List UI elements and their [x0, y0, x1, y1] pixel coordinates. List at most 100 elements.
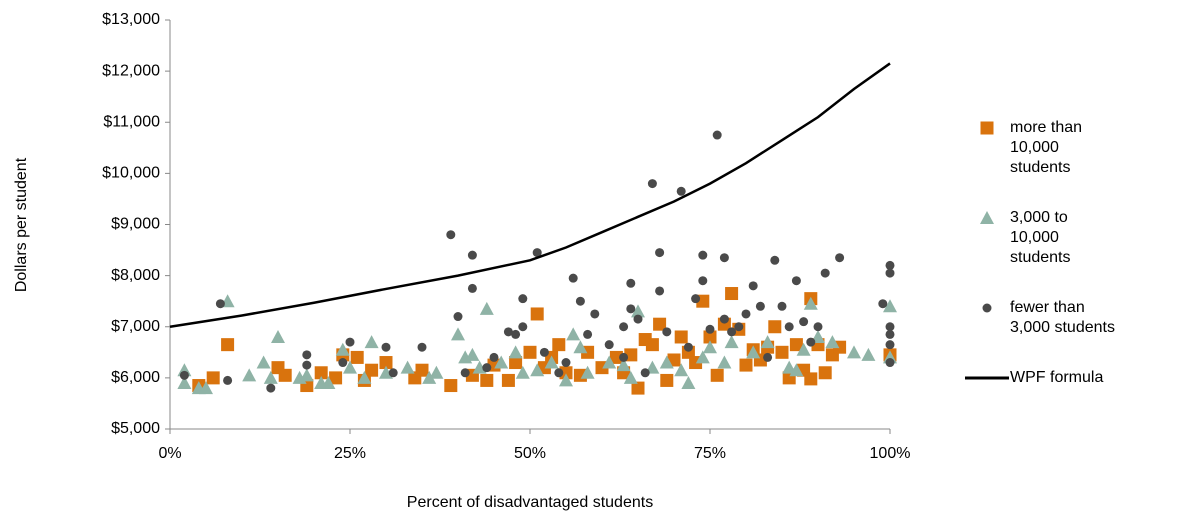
line	[169, 62, 891, 328]
point	[885, 340, 895, 350]
point	[539, 347, 549, 357]
point	[532, 248, 542, 258]
point	[381, 342, 391, 352]
point	[777, 301, 787, 311]
point	[530, 307, 544, 321]
point	[568, 273, 578, 283]
point	[847, 345, 861, 359]
point	[631, 304, 645, 318]
point	[878, 299, 888, 309]
point	[467, 250, 477, 260]
point	[554, 368, 564, 378]
point	[980, 211, 994, 224]
point	[861, 347, 876, 361]
legend-label: fewer than 3,000 students	[1010, 299, 1115, 336]
point	[724, 335, 739, 349]
point	[674, 363, 689, 377]
x-axis-label: Percent of disadvantaged students	[407, 494, 653, 511]
point	[982, 303, 992, 313]
point	[659, 355, 674, 369]
point	[364, 335, 379, 349]
point	[818, 366, 832, 380]
y-axis-label: Dollars per student	[13, 157, 30, 292]
point	[725, 287, 739, 301]
point	[710, 368, 724, 382]
point	[705, 324, 715, 334]
y-tick-label: $9,000	[111, 216, 160, 233]
point	[712, 130, 722, 140]
point	[580, 365, 595, 379]
point	[472, 360, 487, 374]
point	[223, 375, 233, 385]
point	[799, 317, 809, 327]
point	[329, 371, 343, 385]
point	[177, 375, 192, 389]
point	[698, 250, 708, 260]
point	[544, 355, 559, 369]
point	[727, 327, 737, 337]
point	[221, 338, 235, 352]
point	[647, 179, 657, 189]
legend-item: fewer than 3,000 students	[965, 298, 1165, 338]
legend-marker	[965, 376, 1009, 380]
point	[655, 248, 665, 258]
y-tick-label: $11,000	[103, 113, 160, 130]
point	[660, 373, 674, 387]
point	[242, 368, 257, 382]
point	[784, 322, 794, 332]
point	[719, 253, 729, 263]
point	[885, 329, 895, 339]
point	[683, 342, 693, 352]
legend-marker	[982, 303, 992, 313]
point	[681, 375, 696, 389]
point	[263, 370, 278, 384]
point	[465, 347, 480, 361]
x-tick-label: 50%	[514, 445, 546, 462]
point	[734, 322, 744, 332]
point	[703, 330, 717, 344]
point	[775, 345, 789, 359]
point	[379, 365, 393, 379]
point	[444, 379, 458, 393]
point	[179, 370, 189, 380]
point	[518, 294, 528, 304]
point	[206, 371, 220, 385]
point	[633, 314, 643, 324]
point	[619, 322, 629, 332]
point	[739, 358, 753, 372]
point	[885, 358, 895, 368]
point	[552, 338, 566, 352]
point	[278, 368, 292, 382]
point	[626, 278, 636, 288]
point	[791, 276, 801, 286]
point	[271, 329, 285, 343]
point	[479, 301, 494, 315]
point	[770, 255, 780, 265]
point	[804, 372, 818, 386]
point	[806, 337, 816, 347]
point	[494, 355, 509, 369]
point	[590, 309, 600, 319]
legend: more than 10,000 students 3,000 to 10,000…	[965, 118, 1165, 418]
point	[302, 350, 312, 360]
point	[523, 345, 537, 359]
point	[429, 365, 444, 379]
point	[885, 268, 895, 278]
point	[619, 352, 629, 362]
point	[511, 329, 521, 339]
point	[489, 352, 499, 362]
point	[755, 301, 765, 311]
point	[530, 363, 545, 377]
point	[719, 314, 729, 324]
legend-item: 3,000 to 10,000 students	[965, 208, 1165, 268]
point	[509, 356, 523, 370]
point	[768, 320, 782, 334]
y-tick-label: $10,000	[102, 165, 160, 182]
point	[379, 356, 393, 370]
point	[980, 121, 994, 135]
point	[573, 340, 588, 354]
y-tick-label: $13,000	[102, 11, 160, 28]
y-tick-label: $7,000	[111, 318, 160, 335]
point	[518, 322, 528, 332]
point	[559, 373, 573, 387]
